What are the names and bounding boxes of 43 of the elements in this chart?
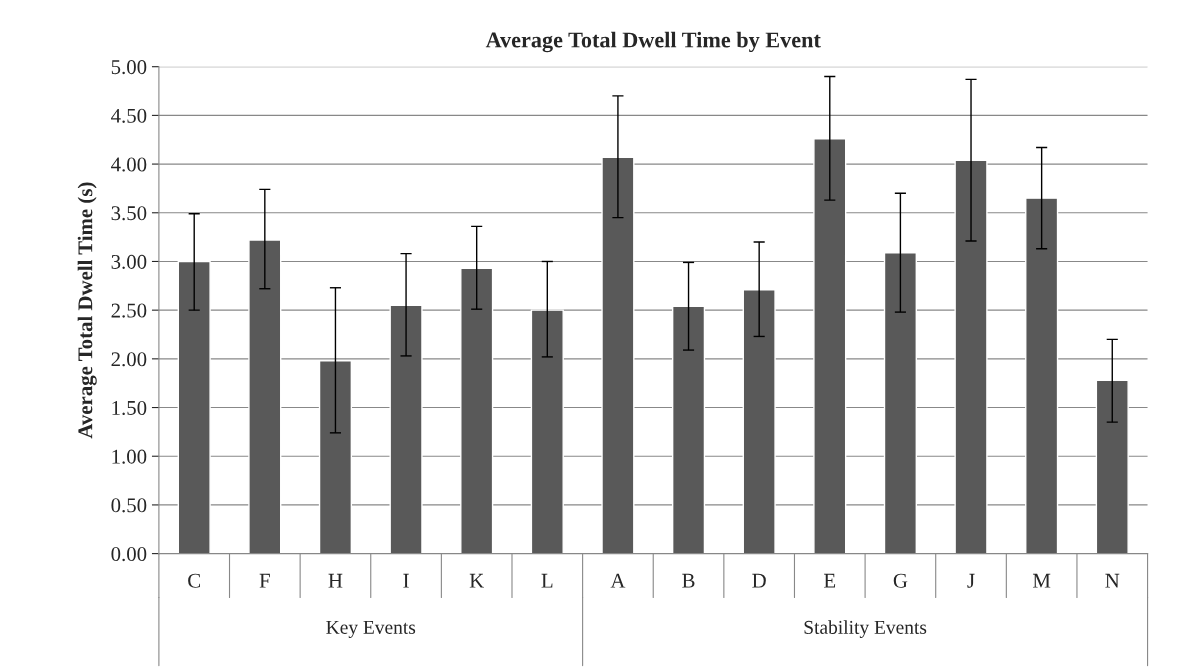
- bar: [460, 267, 494, 554]
- bar: [1095, 379, 1129, 554]
- y-tick-label: 4.50: [111, 108, 147, 123]
- bar: [530, 309, 564, 554]
- x-tick-label: L: [541, 573, 553, 588]
- x-tick-label: G: [893, 573, 908, 588]
- y-tick-label: 5.00: [111, 60, 147, 75]
- y-tick-label: 1.00: [112, 449, 147, 464]
- y-tick-label: 3.50: [111, 206, 147, 221]
- bar: [883, 252, 917, 554]
- bar: [248, 239, 282, 554]
- bar: [813, 138, 847, 554]
- bar: [671, 305, 706, 554]
- bar: [177, 260, 211, 554]
- x-tick-label: F: [259, 573, 270, 588]
- bar: [1025, 197, 1059, 554]
- bar: [389, 304, 423, 554]
- y-tick-label: 0.50: [111, 498, 147, 513]
- x-tick-label: M: [1032, 573, 1051, 588]
- x-tick-label: C: [188, 573, 200, 588]
- x-tick-label: H: [328, 573, 343, 588]
- bar: [742, 289, 776, 554]
- x-tick-label: D: [752, 573, 766, 588]
- chart-title: Average Total Dwell Time by Event: [485, 31, 821, 53]
- text: Stability Events: [804, 620, 927, 638]
- x-tick-label: B: [682, 573, 695, 588]
- text: Key Events: [326, 620, 416, 638]
- y-tick-label: 2.50: [111, 303, 147, 318]
- y-tick-label: 2.00: [111, 352, 147, 367]
- y-tick-label: 4.00: [111, 157, 147, 172]
- y-tick-label: 1.50: [112, 400, 147, 416]
- x-tick-label: I: [403, 573, 409, 588]
- y-axis-title: Average Total Dwell Time (s): [77, 182, 97, 439]
- x-tick-label: K: [469, 573, 484, 588]
- x-tick-label: E: [824, 573, 836, 588]
- bar: [601, 156, 635, 554]
- x-tick-label: A: [610, 573, 626, 588]
- y-tick-label: 3.00: [111, 254, 147, 269]
- y-tick-label: 0.00: [111, 546, 147, 562]
- bar: [318, 360, 353, 554]
- bar: [954, 159, 988, 554]
- x-tick-label: N: [1105, 573, 1120, 588]
- x-tick-label: J: [967, 573, 975, 588]
